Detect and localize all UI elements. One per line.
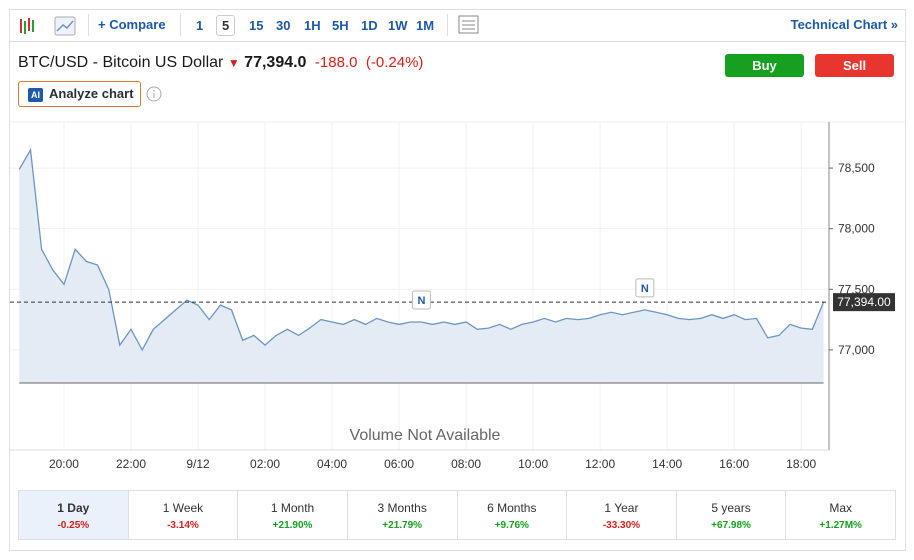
x-tick-label: 06:00: [384, 457, 414, 471]
info-icon[interactable]: [146, 86, 162, 102]
interval-button[interactable]: 30: [276, 18, 291, 33]
news-marker: [635, 278, 655, 298]
period-tab[interactable]: 1 Month +21.90%: [237, 490, 348, 540]
period-change: -33.30%: [602, 520, 641, 531]
period-change: -3.14%: [167, 520, 199, 531]
period-label: Max: [829, 501, 853, 515]
period-label: 5 years: [711, 501, 751, 515]
y-tick-label: 78,000: [838, 222, 875, 236]
news-marker: [411, 290, 431, 310]
compare-label: Compare: [109, 17, 166, 32]
x-tick-label: 9/12: [186, 457, 210, 471]
interval-button[interactable]: 1D: [361, 18, 378, 33]
period-tab[interactable]: Max +1.27M%: [785, 490, 896, 540]
last-price-label: 77,394.00: [837, 295, 891, 309]
price-change: -188.0: [314, 54, 358, 71]
interval-button[interactable]: 5: [216, 15, 236, 36]
separator: [447, 14, 448, 36]
period-tab[interactable]: 1 Day -0.25%: [18, 490, 129, 540]
period-change: +1.27M%: [819, 520, 862, 531]
x-tick-label: 10:00: [518, 457, 548, 471]
period-change: +21.90%: [272, 520, 313, 531]
y-tick-label: 77,000: [838, 343, 875, 357]
news-marker-label: N: [417, 295, 425, 307]
x-tick-label: 18:00: [786, 457, 816, 471]
analyze-chart-button[interactable]: AI Analyze chart: [18, 81, 141, 107]
layout-icon[interactable]: [458, 15, 480, 35]
interval-button[interactable]: 15: [249, 18, 264, 33]
x-tick-label: 22:00: [116, 457, 146, 471]
period-change: +21.79%: [382, 520, 423, 531]
ai-badge: AI: [28, 88, 43, 102]
instrument-name: BTC/USD - Bitcoin US Dollar: [18, 54, 224, 71]
x-tick-label: 12:00: [585, 457, 615, 471]
period-label: 1 Month: [270, 501, 315, 515]
price-change-percent: (-0.24%): [365, 54, 424, 71]
compare-button[interactable]: + Compare: [98, 17, 166, 32]
x-tick-label: 16:00: [719, 457, 749, 471]
x-tick-label: 14:00: [652, 457, 682, 471]
period-tab[interactable]: 1 Week -3.14%: [127, 490, 239, 540]
separator: [88, 14, 89, 36]
y-tick-label: 78,500: [838, 161, 875, 175]
x-tick-label: 08:00: [451, 457, 481, 471]
last-price: 77,394.0: [244, 54, 307, 71]
interval-button[interactable]: 1: [196, 18, 204, 33]
area-fill: [19, 149, 824, 383]
y-tick-label: 77,500: [838, 282, 875, 296]
buy-button[interactable]: Buy: [725, 54, 804, 77]
period-tab[interactable]: 5 years +67.98%: [675, 490, 787, 540]
period-label: 6 Months: [487, 501, 537, 515]
separator: [180, 14, 181, 36]
period-tab[interactable]: 1 Year -33.30%: [566, 490, 677, 540]
interval-button[interactable]: 1W: [388, 18, 408, 33]
last-price-box: [833, 293, 895, 312]
x-tick-label: 04:00: [317, 457, 347, 471]
quote-header: BTC/USD - Bitcoin US Dollar ▼ 77,394.0 -…: [18, 54, 423, 72]
period-tab[interactable]: 6 Months +9.76%: [456, 490, 568, 540]
frame: [9, 9, 906, 551]
down-arrow: ▼: [227, 56, 240, 70]
interval-button[interactable]: 1M: [416, 18, 435, 33]
x-tick-label: 20:00: [49, 457, 79, 471]
chart-type-icons[interactable]: [18, 15, 78, 37]
period-label: 3 Months: [377, 501, 427, 515]
period-tab[interactable]: 3 Months +21.79%: [346, 490, 458, 540]
news-marker-label: N: [641, 283, 649, 295]
period-change: +9.76%: [494, 520, 529, 531]
interval-button[interactable]: 1H: [304, 18, 321, 33]
period-label: 1 Day: [57, 501, 90, 515]
price-line: [18, 147, 825, 352]
x-tick-label: 02:00: [250, 457, 280, 471]
volume-note: Volume Not Available: [350, 427, 501, 444]
period-change: +67.98%: [711, 520, 751, 531]
divider: [10, 41, 905, 42]
interval-button[interactable]: 5H: [332, 18, 349, 33]
period-label: 1 Week: [162, 501, 204, 515]
period-label: 1 Year: [604, 501, 639, 515]
technical-chart-link[interactable]: Technical Chart »: [790, 17, 898, 32]
analyze-label: Analyze chart: [49, 86, 134, 101]
sell-button[interactable]: Sell: [815, 54, 894, 77]
period-change: -0.25%: [57, 520, 90, 531]
